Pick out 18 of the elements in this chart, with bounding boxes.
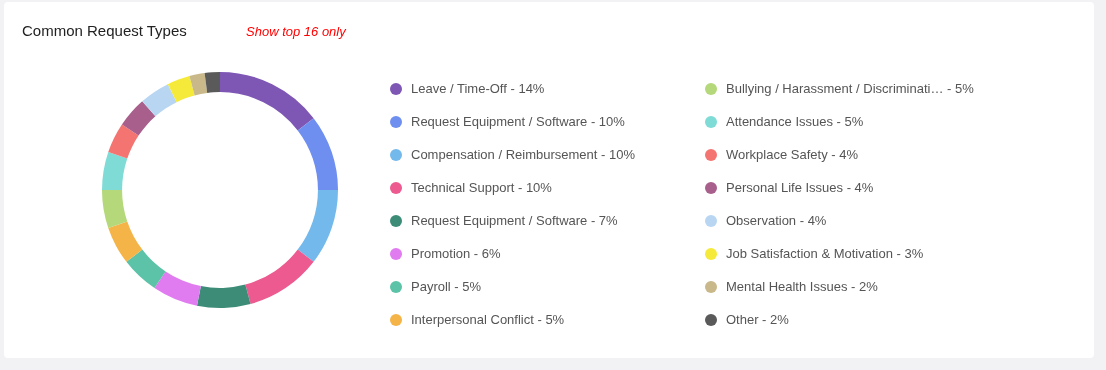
chart-subtitle: Show top 16 only	[246, 24, 346, 39]
legend-label: Personal Life Issues - 4%	[726, 180, 874, 195]
legend-label: Leave / Time-Off - 14%	[411, 81, 545, 96]
legend-label: Workplace Safety - 4%	[726, 147, 858, 162]
legend-label: Interpersonal Conflict - 5%	[411, 312, 565, 327]
legend-label: Technical Support - 10%	[411, 180, 552, 195]
legend-label: Bullying / Harassment / Discriminati… - 5%	[726, 81, 974, 96]
legend-label: Attendance Issues - 5%	[726, 114, 864, 129]
legend-label: Mental Health Issues - 2%	[726, 279, 878, 294]
legend-label: Other - 2%	[726, 312, 789, 327]
chart-title: Common Request Types	[22, 22, 187, 39]
legend-label: Observation - 4%	[726, 213, 827, 228]
legend-label: Payroll - 5%	[411, 279, 482, 294]
legend-label: Promotion - 6%	[411, 246, 501, 261]
legend-label: Job Satisfaction & Motivation - 3%	[726, 246, 924, 261]
legend-label: Request Equipment / Software - 10%	[411, 114, 625, 129]
legend-label: Request Equipment / Software - 7%	[411, 213, 618, 228]
legend-label: Compensation / Reimbursement - 10%	[411, 147, 635, 162]
